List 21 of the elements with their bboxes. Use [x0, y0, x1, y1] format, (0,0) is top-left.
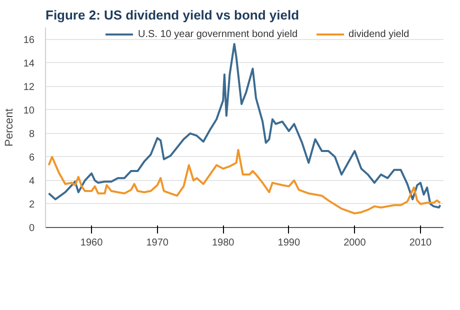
- y-tick-label: 16: [23, 34, 35, 46]
- x-tick-label: 2000: [344, 238, 366, 248]
- x-tick-label: 1970: [146, 238, 169, 248]
- legend-label: U.S. 10 year government bond yield: [138, 28, 298, 40]
- y-tick-label: 14: [23, 58, 35, 70]
- x-tick-label: 1990: [278, 238, 300, 248]
- legend-label: dividend yield: [348, 28, 410, 40]
- chart-title: Figure 2: US dividend yield vs bond yield: [46, 8, 300, 22]
- x-tick-label: 1960: [80, 238, 104, 248]
- x-tick-label: 2010: [409, 238, 432, 248]
- line-series: [48, 148, 442, 214]
- y-tick-label: 2: [28, 199, 35, 210]
- y-tick-label: 10: [23, 105, 35, 116]
- y-tick-label: 4: [28, 176, 35, 187]
- y-tick-label: 6: [28, 152, 35, 164]
- y-tick-label: 12: [23, 82, 35, 93]
- y-axis-title: Percent: [3, 108, 16, 146]
- line-series: [48, 42, 442, 208]
- x-tick-label: 1980: [212, 238, 235, 248]
- y-tick-label: 8: [28, 128, 35, 140]
- y-tick-label: 0: [28, 223, 35, 234]
